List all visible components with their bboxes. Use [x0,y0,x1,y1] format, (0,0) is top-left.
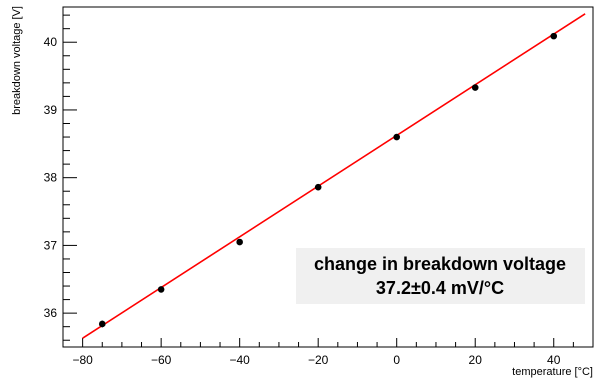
x-axis-label: temperature [°C] [512,366,593,378]
y-tick-label: 38 [44,171,58,185]
data-point [393,133,401,141]
annotation-line-1: change in breakdown voltage [314,254,566,274]
data-point [236,238,243,246]
x-tick-label: −60 [151,353,172,367]
marker [393,133,401,141]
x-tick-label: 0 [393,353,400,367]
annotation-box: change in breakdown voltage 37.2±0.4 mV/… [296,248,585,304]
y-axis-label: breakdown voltage [V] [11,6,23,115]
plot-frame [62,6,594,348]
x-tick-label: −20 [308,353,329,367]
y-tick-label: 37 [44,238,58,252]
x-tick-label: −40 [229,353,250,367]
data-point [157,286,165,293]
data-points [98,32,558,328]
fit-line [82,13,586,339]
fit-line-group [82,13,586,339]
marker [236,238,243,246]
x-tick-label: 40 [547,353,561,367]
data-point [98,320,106,328]
x-tick-label: 20 [469,353,483,367]
data-point [314,183,322,191]
annotation-background [296,248,585,304]
marker [98,320,106,328]
annotation-line-2: 37.2±0.4 mV/°C [376,278,504,298]
marker [550,32,558,40]
data-point [550,32,558,40]
marker [471,84,479,91]
axes: −80 −60 −40 −20 0 20 40 36 37 38 39 40 [44,6,594,367]
y-tick-label: 36 [44,306,58,320]
marker [314,183,322,191]
marker [157,286,165,293]
y-tick-label: 39 [44,103,58,117]
data-point [471,84,479,91]
x-tick-label: −80 [72,353,93,367]
y-tick-label: 40 [44,35,58,49]
